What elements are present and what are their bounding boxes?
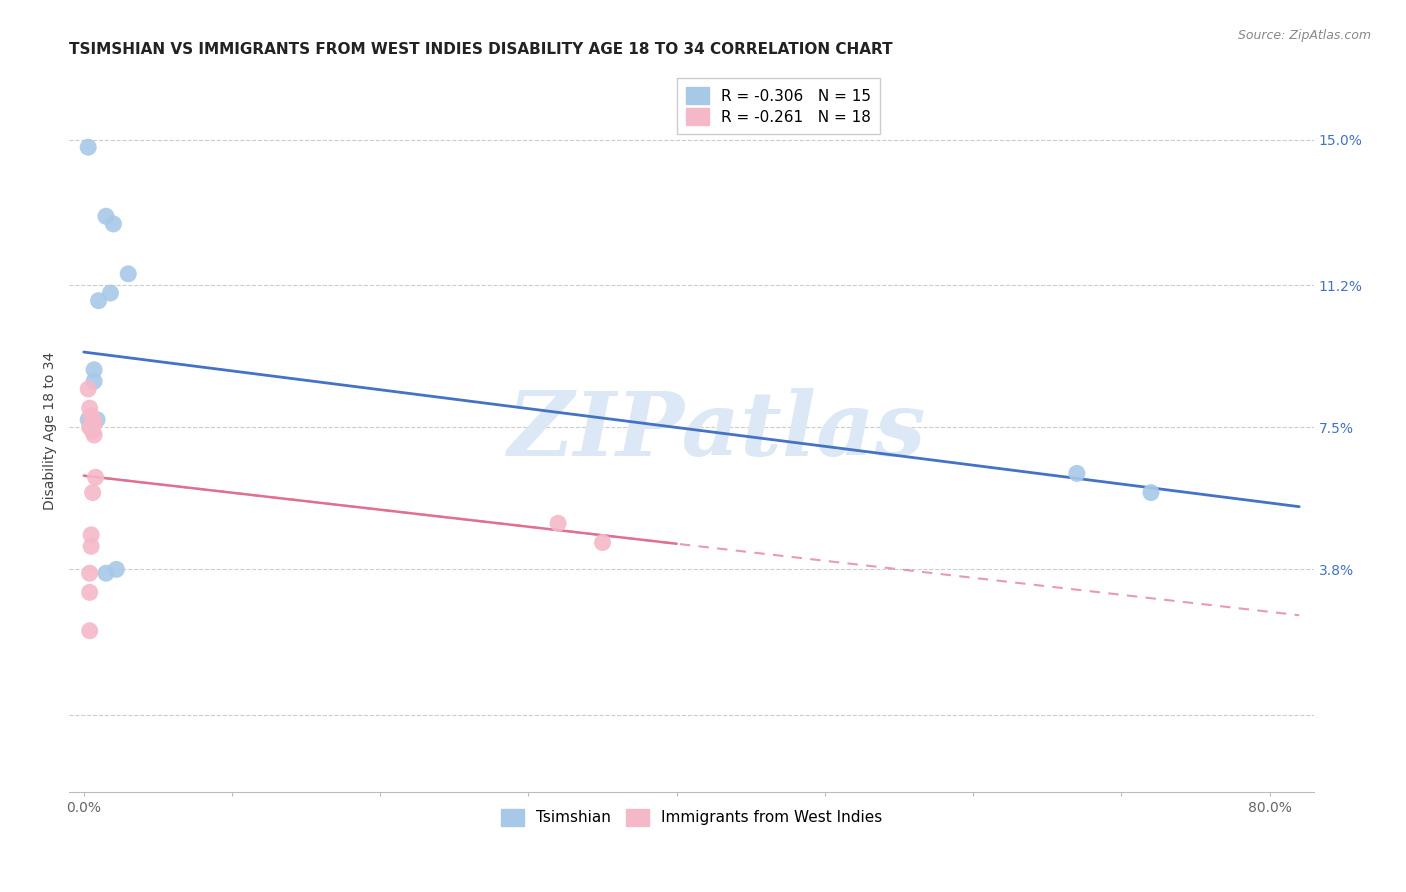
Point bbox=[547, 516, 569, 531]
Point bbox=[82, 412, 104, 426]
Point bbox=[1140, 485, 1163, 500]
Point bbox=[83, 374, 105, 388]
Point bbox=[80, 528, 103, 542]
Point bbox=[77, 140, 100, 154]
Point bbox=[79, 624, 101, 638]
Y-axis label: Disability Age 18 to 34: Disability Age 18 to 34 bbox=[44, 352, 58, 510]
Point bbox=[79, 420, 101, 434]
Point bbox=[82, 424, 104, 438]
Point bbox=[79, 401, 101, 416]
Text: Source: ZipAtlas.com: Source: ZipAtlas.com bbox=[1237, 29, 1371, 42]
Point bbox=[103, 217, 125, 231]
Point bbox=[105, 562, 128, 576]
Point bbox=[82, 485, 104, 500]
Point bbox=[83, 417, 105, 431]
Point bbox=[87, 293, 110, 308]
Point bbox=[83, 428, 105, 442]
Point bbox=[77, 412, 100, 426]
Point bbox=[117, 267, 139, 281]
Legend: Tsimshian, Immigrants from West Indies: Tsimshian, Immigrants from West Indies bbox=[492, 800, 891, 835]
Point bbox=[80, 420, 103, 434]
Point bbox=[80, 409, 103, 423]
Point bbox=[94, 209, 117, 223]
Point bbox=[79, 566, 101, 581]
Point bbox=[86, 412, 108, 426]
Point bbox=[80, 412, 103, 426]
Text: TSIMSHIAN VS IMMIGRANTS FROM WEST INDIES DISABILITY AGE 18 TO 34 CORRELATION CHA: TSIMSHIAN VS IMMIGRANTS FROM WEST INDIES… bbox=[69, 42, 893, 57]
Point bbox=[592, 535, 614, 549]
Point bbox=[100, 286, 122, 301]
Text: ZIPatlas: ZIPatlas bbox=[508, 388, 925, 475]
Point bbox=[83, 363, 105, 377]
Point bbox=[94, 566, 117, 581]
Point bbox=[1066, 467, 1088, 481]
Point bbox=[80, 539, 103, 553]
Point bbox=[79, 585, 101, 599]
Point bbox=[84, 470, 107, 484]
Point bbox=[77, 382, 100, 396]
